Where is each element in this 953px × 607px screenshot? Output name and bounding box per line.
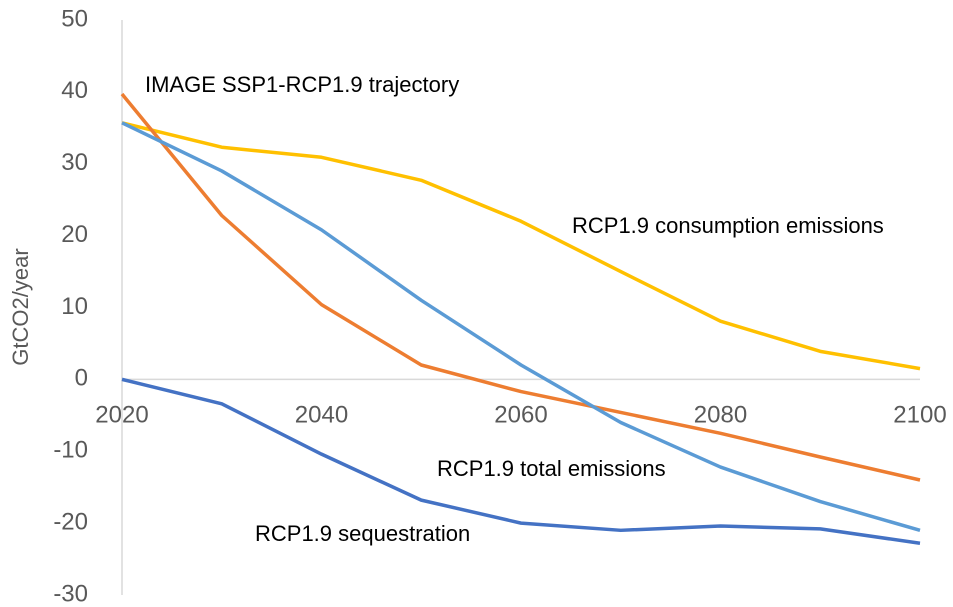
series-label: RCP1.9 total emissions xyxy=(437,456,666,481)
y-tick-label: 10 xyxy=(61,293,88,320)
y-axis-label: GtCO2/year xyxy=(8,248,33,365)
y-tick-label: 50 xyxy=(61,5,88,32)
y-tick-label: 30 xyxy=(61,149,88,176)
y-tick-label: 20 xyxy=(61,221,88,248)
series-line xyxy=(121,121,921,371)
x-tick-label: 2060 xyxy=(494,402,547,429)
series-line xyxy=(121,121,921,532)
series-label: RCP1.9 consumption emissions xyxy=(572,213,884,238)
series-label: IMAGE SSP1-RCP1.9 trajectory xyxy=(145,72,459,97)
series-line xyxy=(121,377,921,545)
x-tick-label: 2080 xyxy=(694,402,747,429)
x-tick-label: 2040 xyxy=(295,402,348,429)
y-tick-label: 40 xyxy=(61,77,88,104)
y-tick-label: 0 xyxy=(75,365,88,392)
series-label: RCP1.9 sequestration xyxy=(255,521,470,546)
x-tick-label: 2100 xyxy=(893,402,946,429)
y-tick-label: -20 xyxy=(53,508,88,535)
series-line xyxy=(120,92,921,482)
x-tick-label: 2020 xyxy=(95,402,148,429)
y-tick-label: -10 xyxy=(53,437,88,464)
y-tick-label: -30 xyxy=(53,580,88,607)
